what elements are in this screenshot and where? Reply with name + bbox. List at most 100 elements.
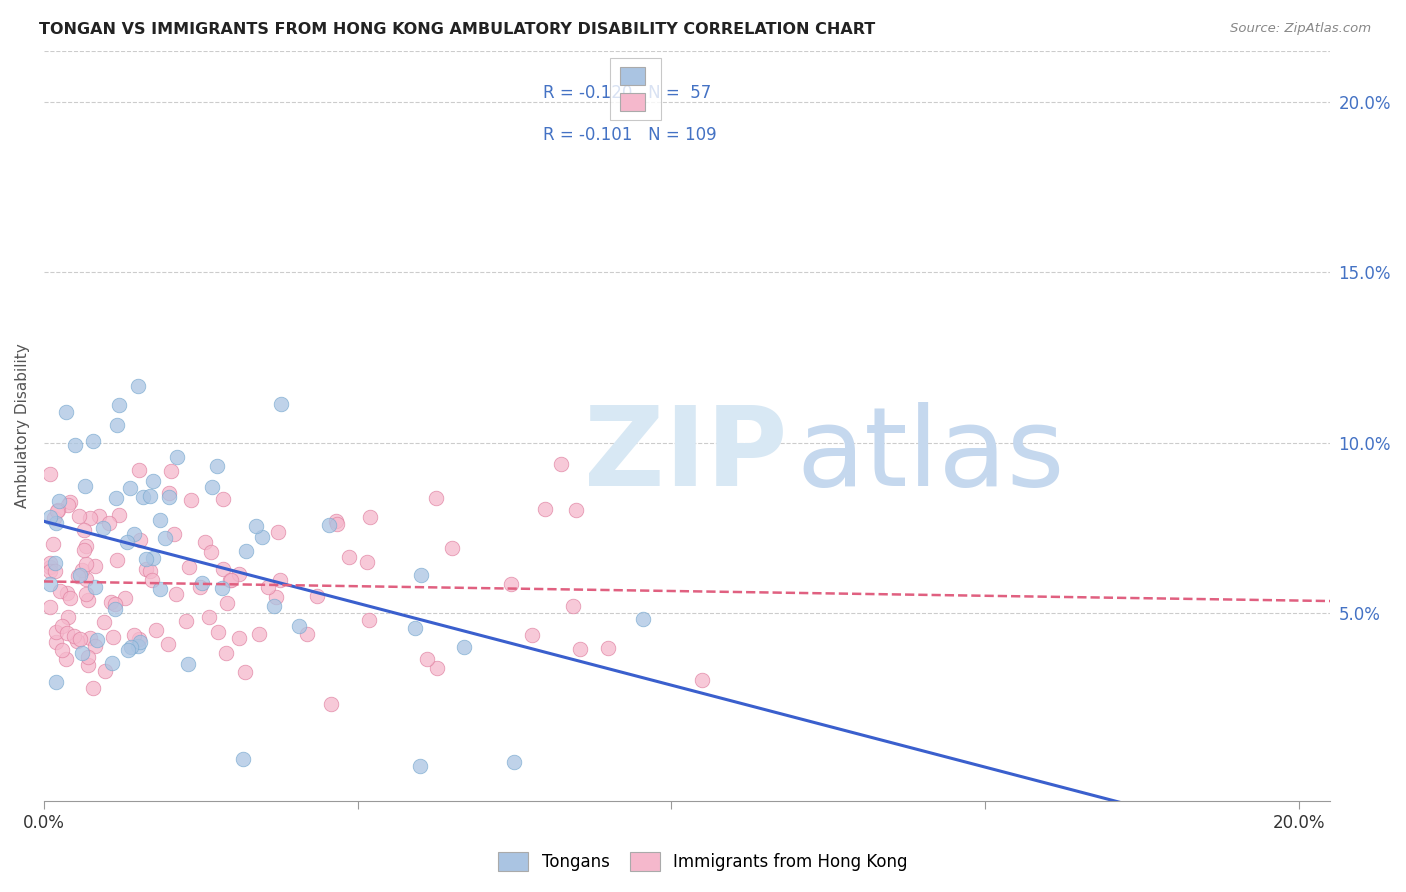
Point: [288, 619, 311, 633]
Point: [337, 549, 360, 564]
Point: [157, 637, 180, 651]
Point: [232, 752, 254, 766]
Point: [128, 463, 150, 477]
Point: [405, 621, 427, 635]
Point: [75, 572, 97, 586]
Point: [409, 759, 432, 773]
Point: [141, 573, 163, 587]
Point: [86, 633, 108, 648]
Point: [82, 434, 104, 448]
Point: [100, 595, 122, 609]
Point: [211, 491, 233, 506]
Point: [48, 503, 70, 517]
Point: [135, 551, 157, 566]
Point: [58, 610, 80, 624]
Point: [598, 640, 620, 655]
Point: [77, 657, 100, 672]
Text: R = -0.120   N =  57: R = -0.120 N = 57: [543, 85, 711, 103]
Point: [59, 494, 82, 508]
Point: [550, 457, 572, 471]
Point: [270, 397, 292, 411]
Point: [89, 509, 111, 524]
Point: [128, 632, 150, 646]
Point: [453, 640, 475, 655]
Point: [44, 564, 66, 578]
Point: [51, 619, 73, 633]
Point: [45, 516, 67, 530]
Point: [108, 398, 131, 412]
Point: [75, 587, 97, 601]
Point: [207, 625, 229, 640]
Point: [70, 646, 93, 660]
Point: [39, 559, 62, 574]
Point: [39, 577, 62, 591]
Text: TONGAN VS IMMIGRANTS FROM HONG KONG AMBULATORY DISABILITY CORRELATION CHART: TONGAN VS IMMIGRANTS FROM HONG KONG AMBU…: [39, 22, 876, 37]
Point: [94, 664, 117, 678]
Point: [325, 515, 347, 529]
Point: [319, 698, 342, 712]
Text: Source: ZipAtlas.com: Source: ZipAtlas.com: [1230, 22, 1371, 36]
Point: [416, 652, 439, 666]
Point: [69, 632, 91, 647]
Point: [139, 489, 162, 503]
Point: [46, 504, 69, 518]
Point: [305, 589, 328, 603]
Point: [39, 556, 62, 570]
Text: atlas: atlas: [796, 402, 1064, 509]
Point: [82, 681, 104, 695]
Point: [149, 582, 172, 596]
Text: R = -0.101   N = 109: R = -0.101 N = 109: [543, 126, 717, 144]
Point: [59, 591, 82, 605]
Point: [214, 646, 236, 660]
Point: [219, 573, 242, 587]
Point: [72, 563, 94, 577]
Point: [562, 599, 585, 613]
Point: [180, 493, 202, 508]
Point: [197, 609, 219, 624]
Point: [201, 480, 224, 494]
Point: [91, 521, 114, 535]
Point: [39, 467, 62, 482]
Point: [153, 531, 176, 545]
Point: [120, 640, 142, 654]
Point: [207, 459, 229, 474]
Point: [228, 631, 250, 645]
Point: [93, 615, 115, 630]
Point: [163, 527, 186, 541]
Point: [522, 628, 544, 642]
Point: [233, 665, 256, 680]
Point: [48, 493, 70, 508]
Point: [200, 544, 222, 558]
Point: [190, 575, 212, 590]
Point: [118, 482, 141, 496]
Point: [63, 629, 86, 643]
Point: [245, 518, 267, 533]
Point: [127, 639, 149, 653]
Point: [67, 509, 90, 524]
Point: [425, 491, 447, 505]
Point: [105, 491, 128, 506]
Point: [157, 491, 180, 505]
Point: [565, 503, 588, 517]
Point: [228, 566, 250, 581]
Point: [235, 543, 257, 558]
Point: [83, 640, 105, 654]
Legend: , : ,: [610, 58, 661, 120]
Point: [105, 417, 128, 432]
Point: [132, 490, 155, 504]
Point: [73, 523, 96, 537]
Point: [177, 657, 200, 671]
Point: [135, 562, 157, 576]
Point: [690, 673, 713, 688]
Point: [503, 756, 526, 770]
Point: [247, 626, 270, 640]
Point: [75, 539, 97, 553]
Point: [73, 543, 96, 558]
Point: [66, 634, 89, 648]
Point: [104, 597, 127, 611]
Point: [499, 577, 522, 591]
Point: [101, 657, 124, 671]
Point: [56, 586, 79, 600]
Point: [44, 511, 66, 525]
Point: [56, 626, 79, 640]
